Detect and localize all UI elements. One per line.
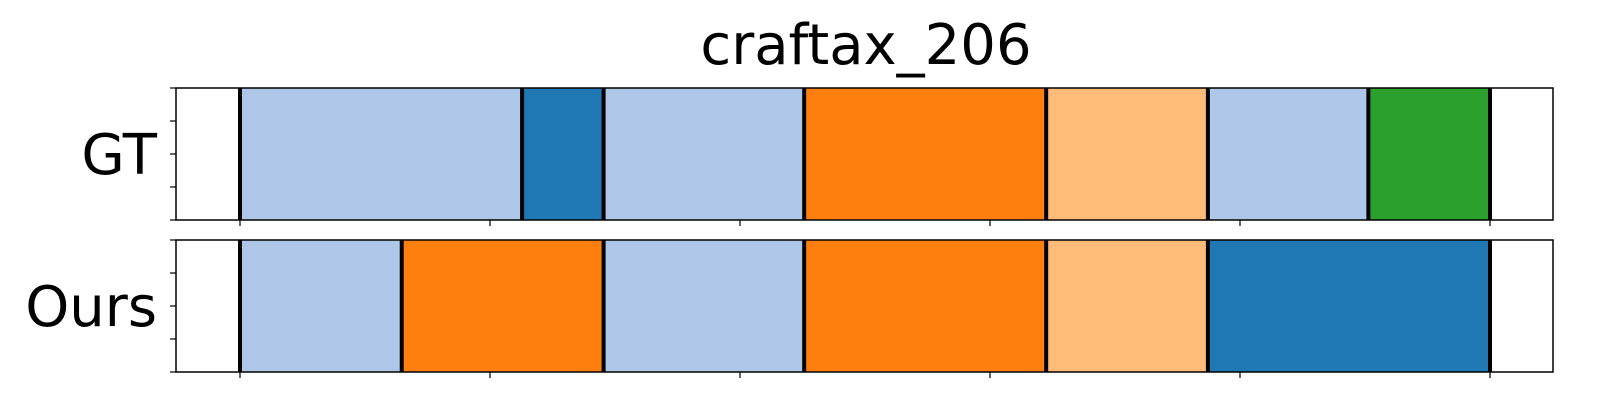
segment-2-1 bbox=[240, 240, 402, 372]
timeline-row-2: Ours bbox=[25, 239, 1554, 378]
segment-2-5 bbox=[1046, 240, 1208, 372]
segment-2-4 bbox=[804, 240, 1047, 372]
segment-1-6 bbox=[1207, 88, 1369, 220]
timeline-row-1: GT bbox=[81, 87, 1554, 226]
segment-1-7 bbox=[1368, 88, 1490, 220]
segment-2-2 bbox=[401, 240, 604, 372]
segment-1-3 bbox=[603, 88, 805, 220]
rows-layer: GT Ours bbox=[25, 87, 1554, 378]
segment-2-6 bbox=[1207, 240, 1490, 372]
row-label-2: Ours bbox=[25, 275, 157, 340]
row-label-1: GT bbox=[81, 123, 157, 188]
segment-1-1 bbox=[240, 88, 523, 220]
chart-title: craftax_206 bbox=[700, 13, 1031, 78]
segment-1-4 bbox=[804, 88, 1047, 220]
segment-2-3 bbox=[603, 240, 805, 372]
segment-1-5 bbox=[1046, 88, 1208, 220]
segment-1-2 bbox=[522, 88, 604, 220]
